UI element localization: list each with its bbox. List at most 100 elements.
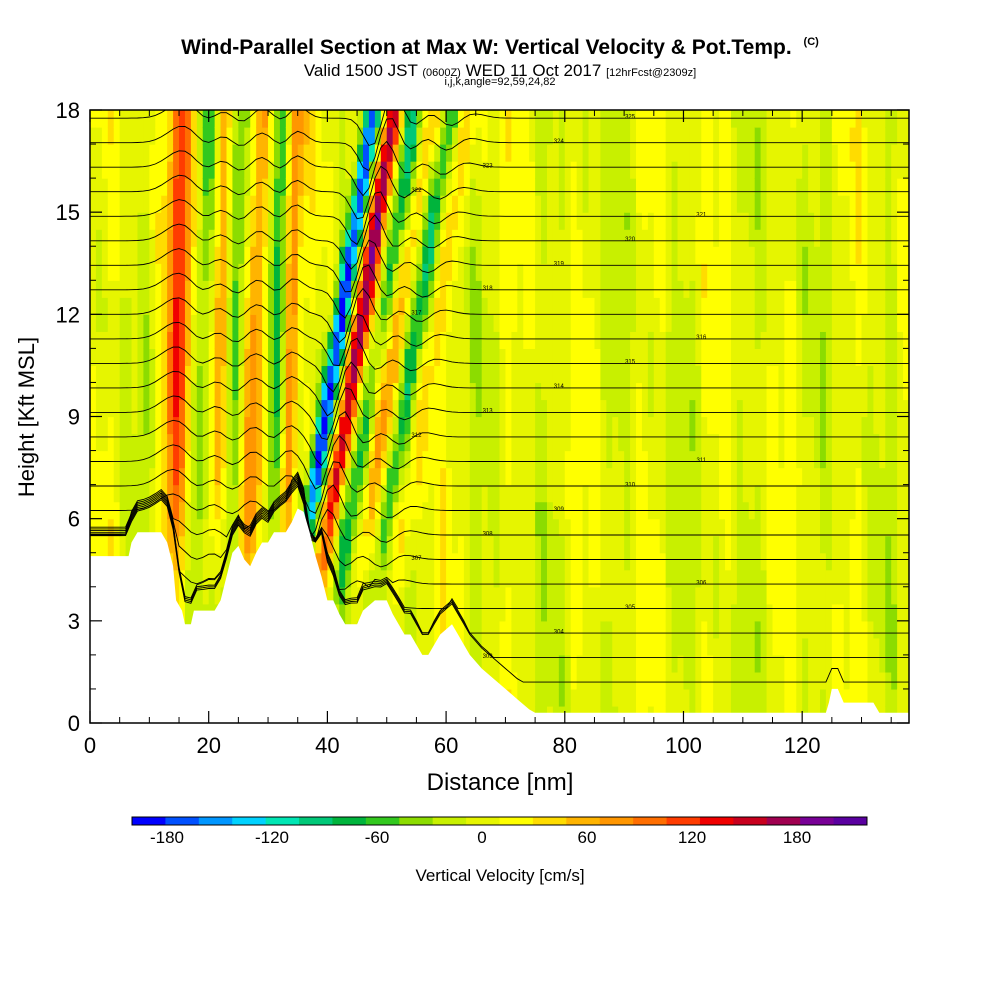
velocity-cell <box>125 416 133 435</box>
velocity-cell <box>713 518 720 537</box>
velocity-cell <box>618 263 625 281</box>
velocity-cell <box>885 467 892 486</box>
velocity-cell <box>796 450 803 469</box>
velocity-cell <box>493 263 501 281</box>
velocity-cell <box>428 178 435 196</box>
velocity-cell <box>481 297 489 315</box>
velocity-cell <box>903 467 909 486</box>
velocity-cell <box>659 416 667 435</box>
velocity-cell <box>368 450 376 469</box>
velocity-cell <box>701 314 708 332</box>
velocity-cell <box>428 416 435 435</box>
velocity-cell <box>624 331 631 349</box>
velocity-cell <box>392 331 400 349</box>
velocity-cell <box>487 399 495 418</box>
velocity-cell <box>493 365 501 384</box>
velocity-cell <box>665 399 673 418</box>
velocity-cell <box>149 382 156 401</box>
velocity-cell <box>885 671 892 690</box>
velocity-cell <box>653 484 661 503</box>
velocity-cell <box>167 212 174 230</box>
velocity-cell <box>677 280 685 298</box>
velocity-cell <box>802 603 809 622</box>
velocity-cell <box>546 399 554 418</box>
velocity-cell <box>374 586 382 605</box>
velocity-cell <box>879 297 886 315</box>
velocity-cell <box>446 195 453 213</box>
velocity-cell <box>879 144 886 162</box>
velocity-cell <box>511 263 518 281</box>
velocity-cell <box>606 433 613 452</box>
velocity-cell <box>368 195 376 213</box>
velocity-cell <box>190 195 198 213</box>
velocity-cell <box>95 535 103 554</box>
velocity-cell <box>897 246 904 264</box>
velocity-cell <box>802 331 809 349</box>
velocity-cell <box>576 314 584 332</box>
velocity-cell <box>647 263 655 281</box>
velocity-cell <box>493 518 501 537</box>
velocity-cell <box>748 331 756 349</box>
velocity-cell <box>363 144 370 162</box>
velocity-cell <box>398 127 406 145</box>
velocity-cell <box>529 178 536 196</box>
velocity-cell <box>368 569 376 588</box>
velocity-cell <box>784 382 791 401</box>
velocity-cell <box>487 365 495 384</box>
velocity-cell <box>618 518 625 537</box>
velocity-cell <box>808 110 815 128</box>
velocity-cell <box>885 569 892 588</box>
velocity-cell <box>659 535 667 554</box>
velocity-cell <box>689 552 696 571</box>
velocity-cell <box>529 671 536 690</box>
velocity-cell <box>107 467 115 486</box>
velocity-cell <box>161 331 168 349</box>
velocity-cell <box>226 212 234 230</box>
velocity-cell <box>552 569 560 588</box>
velocity-cell <box>493 586 501 605</box>
velocity-cell <box>368 433 376 452</box>
velocity-cell <box>784 688 791 707</box>
theta-contour-label: 307 <box>411 556 422 562</box>
velocity-cell <box>368 280 376 298</box>
velocity-cell <box>535 212 542 230</box>
velocity-cell <box>742 195 750 213</box>
velocity-cell <box>748 603 756 622</box>
velocity-cell <box>499 433 507 452</box>
velocity-cell <box>226 450 234 469</box>
velocity-cell <box>196 552 204 571</box>
velocity-cell <box>814 535 821 554</box>
velocity-cell <box>588 654 596 673</box>
velocity-cell <box>517 314 524 332</box>
velocity-cell <box>113 127 121 145</box>
velocity-cell <box>564 161 572 179</box>
velocity-cell <box>885 586 892 605</box>
velocity-cell <box>891 586 898 605</box>
velocity-cell <box>374 399 382 418</box>
velocity-cell <box>297 178 305 196</box>
velocity-cell <box>220 467 228 486</box>
velocity-cell <box>897 535 904 554</box>
velocity-cell <box>546 586 554 605</box>
velocity-cell <box>742 314 750 332</box>
velocity-cell <box>558 637 566 656</box>
velocity-cell <box>113 467 121 486</box>
velocity-cell <box>196 348 204 367</box>
velocity-cell <box>831 314 839 332</box>
velocity-cell <box>790 382 797 401</box>
velocity-cell <box>220 348 228 367</box>
velocity-cell <box>208 246 216 264</box>
velocity-cell <box>535 314 542 332</box>
velocity-cell <box>612 246 619 264</box>
velocity-cell <box>357 535 364 554</box>
velocity-cell <box>149 280 156 298</box>
velocity-cell <box>511 161 518 179</box>
velocity-cell <box>588 348 596 367</box>
velocity-cell <box>416 212 423 230</box>
velocity-cell <box>808 552 815 571</box>
velocity-cell <box>428 331 435 349</box>
velocity-cell <box>202 535 210 554</box>
velocity-cell <box>285 297 293 315</box>
velocity-cell <box>624 144 631 162</box>
velocity-cell <box>238 229 245 247</box>
